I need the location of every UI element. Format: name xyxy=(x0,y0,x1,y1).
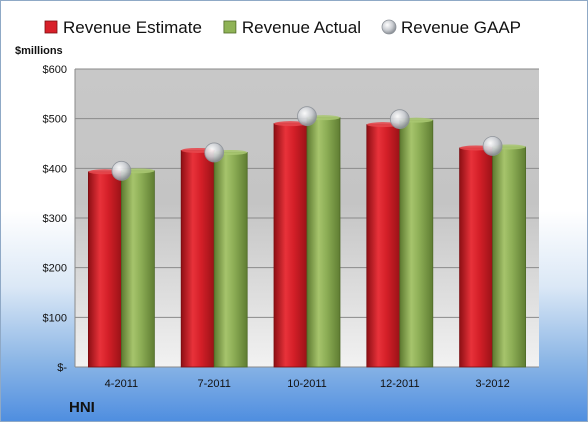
marker-revenue-gaap xyxy=(389,109,410,130)
x-tick-label: 7-2011 xyxy=(197,378,230,390)
bar-revenue-estimate xyxy=(273,123,308,368)
legend-label: Revenue GAAP xyxy=(401,18,521,37)
legend-label: Revenue Actual xyxy=(242,18,361,37)
y-tick-label: $500 xyxy=(43,114,67,126)
x-tick-label: 4-2011 xyxy=(105,378,138,390)
y-axis: $- $100 $200 $300 $400 $500 $600 xyxy=(43,64,76,374)
legend-swatch xyxy=(223,20,237,34)
bar-revenue-actual xyxy=(492,146,527,368)
bar-revenue-actual xyxy=(213,152,248,368)
x-tick-label: 12-2011 xyxy=(380,378,420,390)
marker-revenue-gaap xyxy=(297,106,317,127)
bar-cap-revenue-estimate xyxy=(274,121,307,127)
marker-revenue-gaap xyxy=(204,142,225,163)
marker-revenue-gaap xyxy=(482,136,503,156)
gaap-markers xyxy=(111,106,503,181)
bars xyxy=(88,115,527,368)
legend-label: Revenue Estimate xyxy=(63,18,202,37)
bar-revenue-estimate xyxy=(88,171,122,368)
y-tick-label: $400 xyxy=(43,163,67,175)
y-axis-units-label: $millions xyxy=(15,45,63,57)
y-tick-label: $100 xyxy=(43,312,67,324)
ticker-label: HNI xyxy=(69,399,95,416)
bar-revenue-actual xyxy=(121,170,155,368)
bar-revenue-estimate xyxy=(180,150,215,368)
bar-revenue-estimate xyxy=(366,124,401,368)
y-tick-label: $300 xyxy=(43,213,67,225)
x-axis: 4-2011 7-2011 10-2011 12-2011 3-2012 xyxy=(105,378,510,390)
bar-revenue-actual xyxy=(306,117,341,368)
legend-swatch xyxy=(381,19,397,35)
legend-swatch xyxy=(44,20,58,34)
bar-revenue-actual xyxy=(399,119,434,368)
y-tick-label: $600 xyxy=(43,64,67,76)
y-tick-label: $200 xyxy=(43,263,67,275)
x-tick-label: 10-2011 xyxy=(287,378,327,390)
bar-revenue-estimate xyxy=(459,147,494,368)
x-tick-label: 3-2012 xyxy=(475,378,509,390)
marker-revenue-gaap xyxy=(111,160,132,181)
y-tick-label: $- xyxy=(57,362,67,374)
chart-legend: Revenue Estimate Revenue Actual Revenue GA… xyxy=(44,18,521,37)
